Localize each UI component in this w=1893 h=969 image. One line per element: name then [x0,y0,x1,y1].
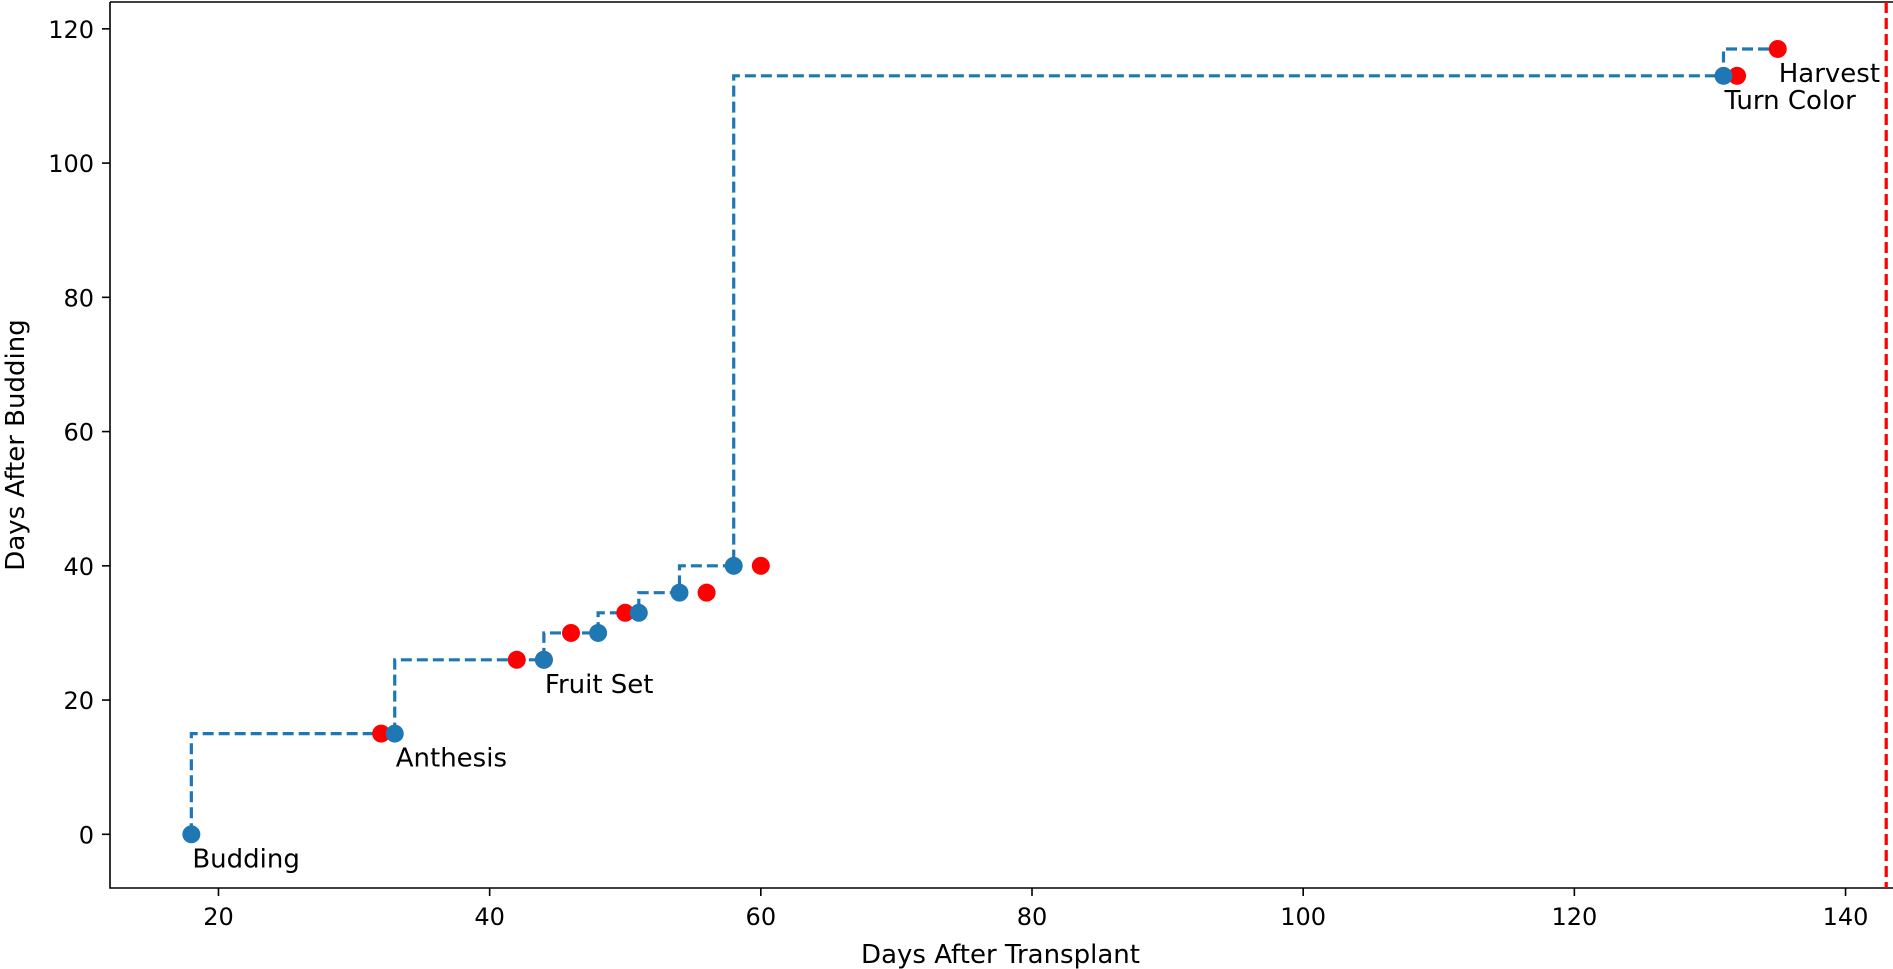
y-tick-label: 60 [63,419,94,447]
y-tick-label: 80 [63,284,94,312]
axes-frame [109,1,1893,889]
blue-point [1714,66,1733,85]
blue-point [724,556,743,575]
blue-point [182,825,201,844]
blue-point [589,623,608,642]
annotation-label: Fruit Set [545,670,654,700]
blue-point [629,603,648,622]
y-tick-label: 20 [63,687,94,715]
annotation-label: Anthesis [396,744,507,774]
x-tick-label: 40 [474,903,505,931]
x-tick-label: 120 [1551,903,1597,931]
red-point [751,556,770,575]
y-axis-label: Days After Budding [1,319,31,570]
x-tick-label: 20 [203,903,234,931]
red-point [1728,66,1747,85]
y-tick-label: 0 [79,821,94,849]
blue-point [534,650,553,669]
y-tick-label: 120 [48,16,94,44]
x-axis: 20 40 60 80 100 120 140 [203,888,1868,931]
red-point [697,583,716,602]
x-tick-label: 80 [1017,903,1048,931]
y-axis: 0 20 40 60 80 100 120 [48,16,110,849]
x-tick-label: 140 [1823,903,1869,931]
plot-area: Budding Anthesis Fruit Set Turn ColorHarves… [109,1,1893,889]
blue-point [385,724,404,743]
annotation-label: Turn Color [1724,86,1857,116]
red-point [616,603,635,622]
blue-point [670,583,689,602]
red-point [1768,39,1787,58]
y-tick-label: 40 [63,553,94,581]
x-axis-label: Days After Transplant [861,940,1140,969]
y-tick-label: 100 [48,150,94,178]
red-point [507,650,526,669]
annotation-label: Harvest [1779,59,1880,89]
annotation-label: Budding [192,844,300,874]
x-tick-label: 60 [746,903,777,931]
x-tick-label: 100 [1280,903,1326,931]
step-line [189,47,1778,835]
red-point [372,724,391,743]
red-point [562,623,581,642]
